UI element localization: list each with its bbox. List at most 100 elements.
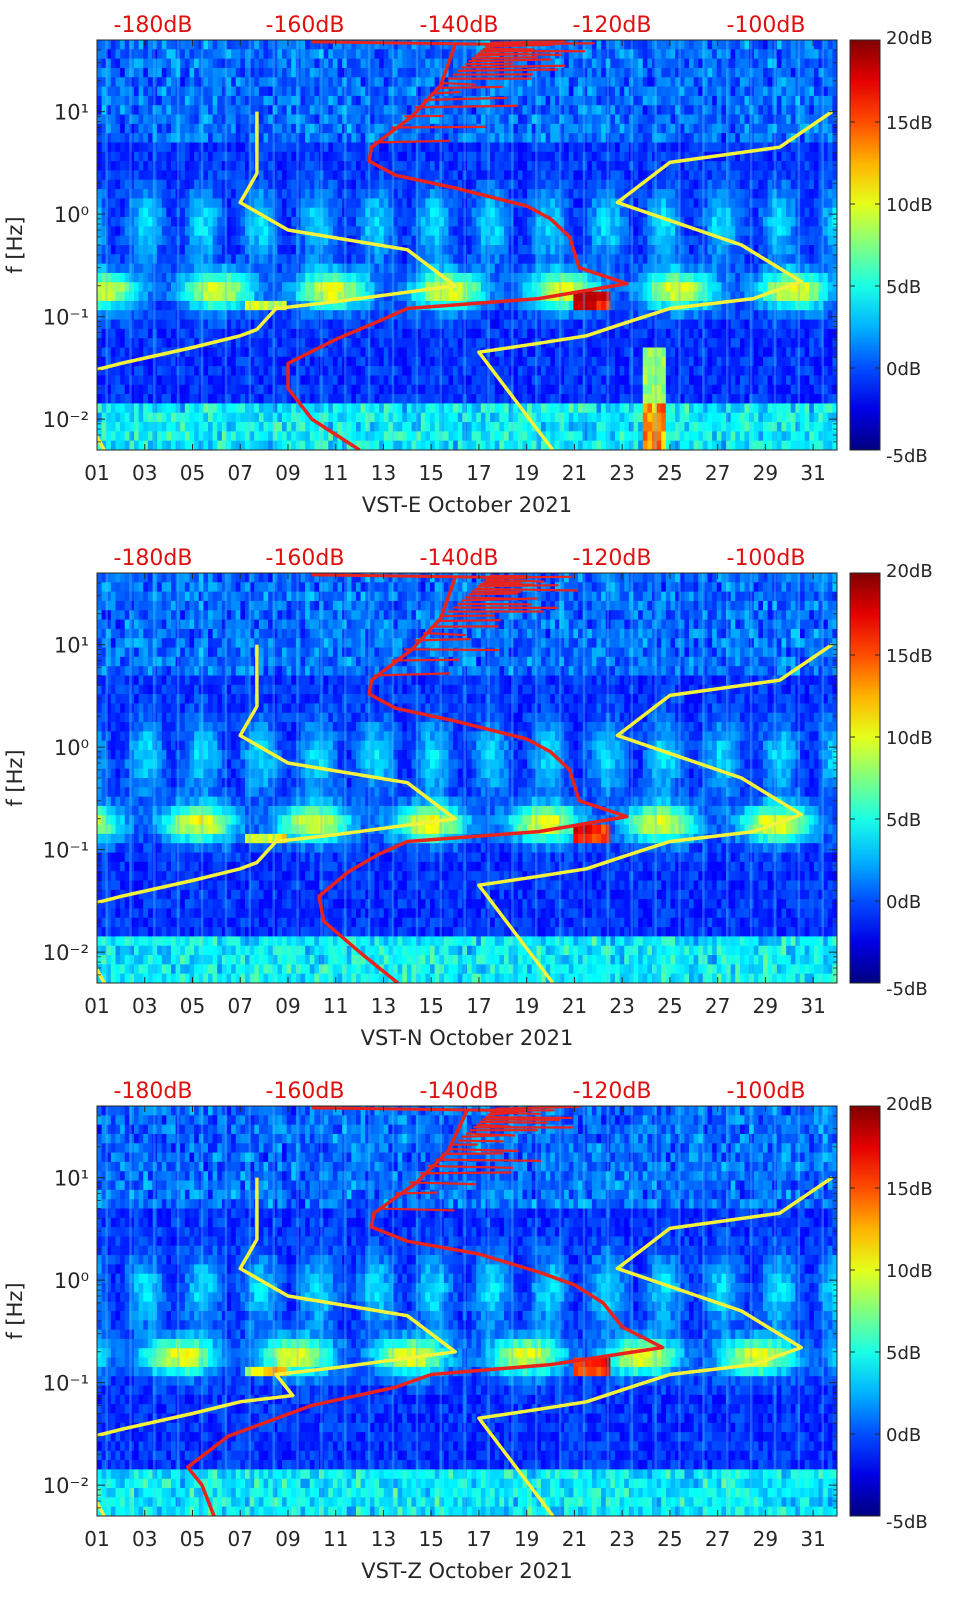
spectrum-red-spikes <box>311 40 595 144</box>
x-tick-label: 11 <box>323 1527 348 1551</box>
x-tick-label: 27 <box>705 461 730 485</box>
x-tick-label: 13 <box>371 994 396 1018</box>
x-tick-label: 03 <box>132 994 157 1018</box>
colorbar-tick-label: 10dB <box>886 195 933 216</box>
noise-model-high-line <box>477 643 834 983</box>
x-tick-label: 15 <box>418 461 443 485</box>
top-db-label: -100dB <box>727 13 806 38</box>
x-tick-label: 13 <box>371 1527 396 1551</box>
y-tick-label: 10⁻² <box>43 408 89 432</box>
x-tick-label: 19 <box>514 1527 539 1551</box>
y-tick-label: 10⁻¹ <box>43 839 89 863</box>
x-tick-label: 13 <box>371 461 396 485</box>
x-tick-label: 17 <box>466 1527 491 1551</box>
y-tick-label: 10⁻¹ <box>43 306 89 330</box>
x-tick-label: 29 <box>753 1527 778 1551</box>
colorbar <box>849 572 881 984</box>
top-db-label: -180dB <box>114 546 193 571</box>
top-db-label: -180dB <box>114 1079 193 1104</box>
colorbar-tick-label: 5dB <box>886 1343 921 1364</box>
top-db-label: -160dB <box>266 546 345 571</box>
noise-model-high-line <box>477 1176 834 1516</box>
x-tick-label: 09 <box>275 994 300 1018</box>
x-tick-label: 11 <box>323 994 348 1018</box>
colorbar-tick-label: -5dB <box>886 446 928 467</box>
colorbar-tick-label: 0dB <box>886 359 921 380</box>
x-tick-label: 05 <box>180 994 205 1018</box>
x-tick-label: 07 <box>227 461 252 485</box>
spectrum-red-line <box>185 1109 665 1516</box>
top-db-label: -140dB <box>420 546 499 571</box>
colorbar-tick-label: 20dB <box>886 1094 933 1115</box>
x-tick-label: 25 <box>657 1527 682 1551</box>
colorbar-tick-label: 5dB <box>886 277 921 298</box>
y-tick-label: 10⁻² <box>43 941 89 965</box>
spectrogram-image <box>97 40 837 450</box>
y-tick-label: 10¹ <box>54 101 89 125</box>
colorbar-tick-label: 5dB <box>886 810 921 831</box>
noise-model-low-line <box>97 1177 457 1516</box>
colorbar-tick-label: 15dB <box>886 646 933 667</box>
top-db-label: -160dB <box>266 13 345 38</box>
colorbar <box>849 1105 881 1517</box>
colorbar-tick-label: 0dB <box>886 892 921 913</box>
x-tick-label: 23 <box>609 1527 634 1551</box>
spectrum-red-line <box>286 44 629 450</box>
top-db-label: -140dB <box>420 13 499 38</box>
x-tick-label: 29 <box>753 461 778 485</box>
x-tick-label: 07 <box>227 1527 252 1551</box>
spectrogram-image <box>97 1106 837 1516</box>
x-tick-label: 29 <box>753 994 778 1018</box>
y-tick-label: 10¹ <box>54 1167 89 1191</box>
x-tick-label: 01 <box>84 994 109 1018</box>
x-tick-label: 01 <box>84 1527 109 1551</box>
top-db-label: -100dB <box>727 546 806 571</box>
spectrum-red-spikes <box>311 1106 581 1212</box>
top-db-label: -160dB <box>266 1079 345 1104</box>
top-db-label: -120dB <box>573 13 652 38</box>
x-tick-label: 17 <box>466 461 491 485</box>
x-tick-label: 21 <box>562 461 587 485</box>
y-axis-label: f [Hz] <box>3 749 27 806</box>
colorbar-tick-label: 10dB <box>886 1261 933 1282</box>
x-tick-label: 07 <box>227 994 252 1018</box>
y-tick-label: 10¹ <box>54 634 89 658</box>
top-db-label: -140dB <box>420 1079 499 1104</box>
x-tick-label: 19 <box>514 994 539 1018</box>
panel-vst-n: -180dB -160dB -140dB -120dB -100dB 01 03 05 07 09… <box>0 533 962 1066</box>
x-tick-label: 17 <box>466 994 491 1018</box>
x-axis-label: VST-E October 2021 <box>362 493 572 517</box>
colorbar-tick-label: 20dB <box>886 28 933 49</box>
x-tick-label: 31 <box>800 1527 825 1551</box>
x-axis-label: VST-Z October 2021 <box>361 1559 572 1583</box>
x-tick-label: 11 <box>323 461 348 485</box>
top-db-label: -180dB <box>114 13 193 38</box>
x-tick-label: 21 <box>562 1527 587 1551</box>
noise-model-low-line <box>97 644 457 983</box>
colorbar-tick-label: 10dB <box>886 728 933 749</box>
spectrogram-image <box>97 573 837 983</box>
colorbar-tick-label: 15dB <box>886 1179 933 1200</box>
y-tick-label: 10⁰ <box>54 203 89 227</box>
x-tick-label: 05 <box>180 1527 205 1551</box>
x-tick-label: 05 <box>180 461 205 485</box>
x-axis-label: VST-N October 2021 <box>361 1026 574 1050</box>
x-tick-label: 01 <box>84 461 109 485</box>
colorbar <box>849 39 881 451</box>
y-axis-label: f [Hz] <box>3 216 27 273</box>
spectrogram-chart-n: -180dB -160dB -140dB -120dB -100dB 01 03 05 07 09… <box>3 546 933 1050</box>
x-tick-label: 25 <box>657 461 682 485</box>
x-tick-label: 21 <box>562 994 587 1018</box>
spectrum-red-line <box>317 577 629 983</box>
y-tick-label: 10⁰ <box>54 1269 89 1293</box>
top-db-label: -100dB <box>727 1079 806 1104</box>
panel-vst-z: -180dB -160dB -140dB -120dB -100dB 01 03 05 07 09… <box>0 1066 962 1599</box>
x-tick-label: 31 <box>800 994 825 1018</box>
colorbar-tick-label: -5dB <box>886 1512 928 1533</box>
x-tick-label: 31 <box>800 461 825 485</box>
x-tick-label: 09 <box>275 461 300 485</box>
x-tick-label: 27 <box>705 1527 730 1551</box>
x-tick-label: 09 <box>275 1527 300 1551</box>
noise-model-low-line <box>97 111 457 450</box>
x-tick-label: 25 <box>657 994 682 1018</box>
